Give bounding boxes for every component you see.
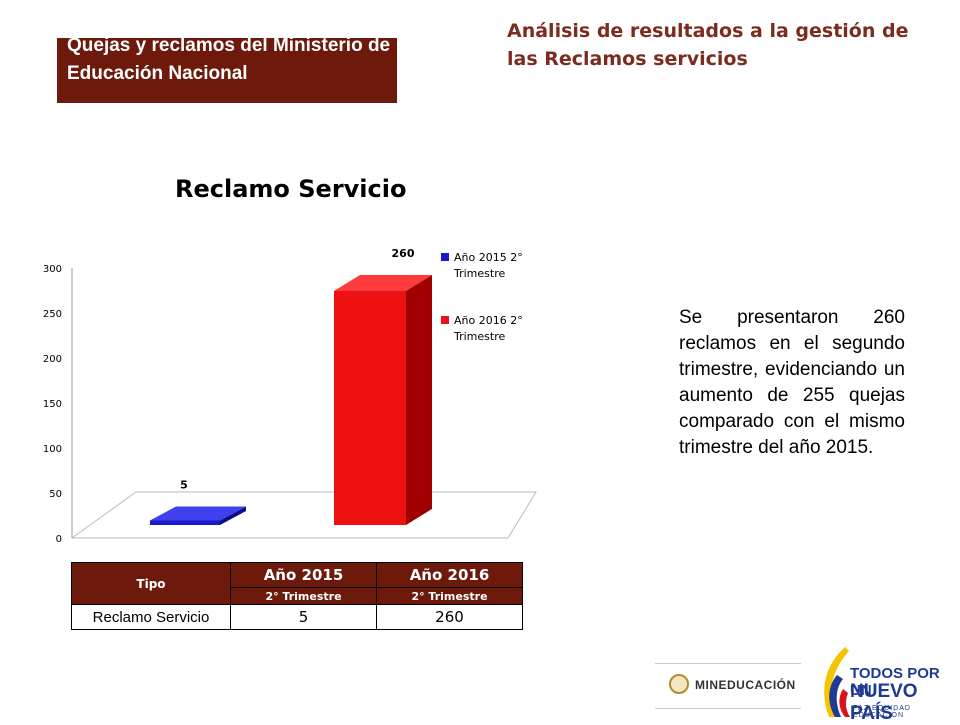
chart-title: Reclamo Servicio: [175, 175, 407, 203]
data-label: 5: [180, 479, 188, 492]
table-cell-2015: 5: [230, 604, 377, 630]
page-title: Análisis de resultados a la gestión de l…: [507, 20, 909, 70]
todos-por-un-nuevo-pais-logo: TODOS POR UN NUEVO PAÍS PAZ EQUIDAD EDUC…: [815, 645, 960, 724]
todos-line3: PAZ EQUIDAD EDUCACIÓN: [853, 705, 911, 719]
mineducacion-text: MINEDUCACIÓN: [695, 678, 796, 692]
data-table: Tipo Año 2015 Año 2016 2° Trimestre 2° T…: [71, 562, 523, 630]
table-cell-2016: 260: [376, 604, 523, 630]
chart-floor: [71, 491, 537, 539]
bar-top: [150, 506, 246, 521]
header-box-title: Quejas y reclamos del Ministerio de Educ…: [67, 38, 391, 84]
header-title-box: Quejas y reclamos del Ministerio de Educ…: [57, 38, 397, 103]
chart-legend: Año 2015 2° Trimestre Año 2016 2° Trimestre: [441, 251, 523, 343]
y-tick-label: 100: [43, 444, 62, 455]
y-tick-label: 300: [43, 264, 62, 275]
todos-line1: TODOS POR UN: [850, 665, 940, 699]
legend-swatch: [441, 316, 449, 324]
mineducacion-logo: MINEDUCACIÓN: [655, 663, 801, 709]
y-tick-label: 200: [43, 354, 62, 365]
table-header-2016: Año 2016: [376, 562, 523, 588]
table-header-2015: Año 2015: [230, 562, 377, 588]
bar-side: [406, 275, 432, 525]
legend-swatch: [441, 253, 449, 261]
data-label: 260: [392, 247, 415, 260]
bar: [334, 291, 406, 525]
table-header-tipo: Tipo: [71, 562, 231, 605]
table-row: Reclamo Servicio 5 260: [71, 604, 523, 630]
table-subheader-2015: 2° Trimestre: [230, 587, 377, 605]
tricolor-swoosh-icon: [824, 647, 850, 717]
todos-line2: NUEVO PAÍS: [850, 681, 918, 724]
coat-of-arms-icon: [669, 674, 689, 694]
footer-logos: MINEDUCACIÓN TODOS POR UN NUEVO PAÍS PAZ…: [655, 645, 960, 724]
bar: [150, 520, 220, 525]
table-row-label: Reclamo Servicio: [71, 604, 231, 630]
bar-side: [220, 506, 246, 525]
y-tick-label: 250: [43, 309, 62, 320]
bar-top: [334, 275, 432, 291]
y-tick-label: 50: [49, 489, 62, 500]
legend-label: Año 2015 2° Trimestre: [453, 251, 523, 280]
y-tick-label: 150: [43, 399, 62, 410]
description-text: Se presentaron 260 reclamos en el segund…: [679, 307, 905, 458]
y-tick-label: 0: [56, 534, 62, 545]
legend-label: Año 2016 2° Trimestre: [453, 314, 523, 343]
table-subheader-2016: 2° Trimestre: [376, 587, 523, 605]
